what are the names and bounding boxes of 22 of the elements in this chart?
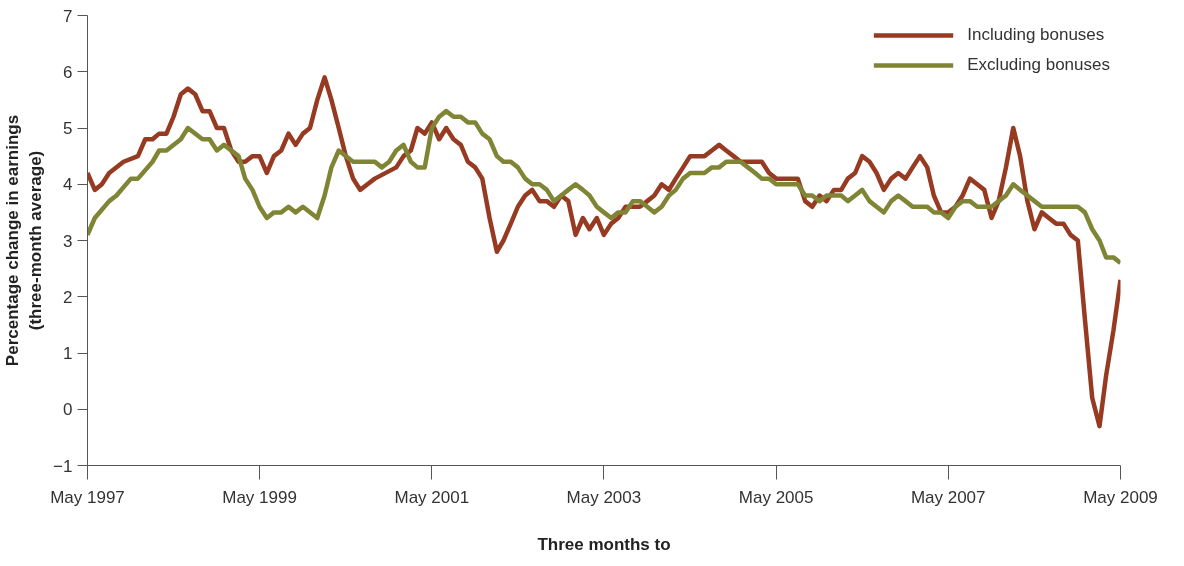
y-tick-label: 4 <box>63 175 73 195</box>
legend-label: Including bonuses <box>967 25 1105 45</box>
y-tick-label: 0 <box>63 400 73 420</box>
x-tick-label: May 2005 <box>738 487 814 507</box>
y-tick-label: 3 <box>63 231 73 251</box>
y-tick-label: −1 <box>53 456 73 476</box>
line-series <box>87 75 1121 429</box>
x-tick-label: May 2003 <box>566 487 642 507</box>
y-tick-label: 7 <box>63 6 73 26</box>
x-axis-title: Three months to <box>537 534 671 554</box>
y-axis-title: Percentage change in earnings (three-month average) <box>3 114 46 367</box>
x-tick-label: May 1999 <box>222 487 297 507</box>
y-tick-label: 6 <box>63 62 73 82</box>
y-tick-label: 1 <box>63 344 73 363</box>
x-tick-label: May 2007 <box>910 487 986 507</box>
x-tick-label: May 1997 <box>50 487 125 507</box>
y-tick-label: 5 <box>63 119 73 138</box>
legend-label: Excluding bonuses <box>967 55 1110 75</box>
y-tick-label: 2 <box>63 287 73 307</box>
line-series <box>87 108 1121 266</box>
x-tick-label: May 2009 <box>1083 487 1158 507</box>
x-tick-label: May 2001 <box>394 487 470 507</box>
